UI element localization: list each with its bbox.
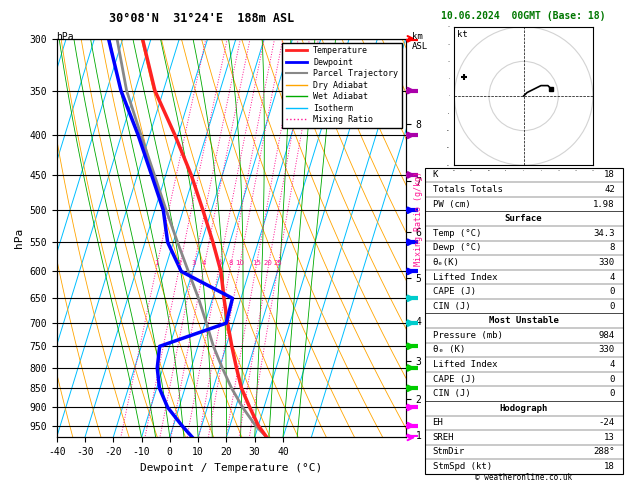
Y-axis label: hPa: hPa bbox=[14, 228, 24, 248]
Text: 0: 0 bbox=[610, 375, 615, 383]
X-axis label: Dewpoint / Temperature (°C): Dewpoint / Temperature (°C) bbox=[140, 463, 322, 473]
Text: Most Unstable: Most Unstable bbox=[489, 316, 559, 325]
Text: 4: 4 bbox=[202, 260, 206, 266]
Text: 18: 18 bbox=[604, 462, 615, 471]
Text: 34.3: 34.3 bbox=[593, 229, 615, 238]
Text: CIN (J): CIN (J) bbox=[433, 389, 470, 398]
Text: SREH: SREH bbox=[433, 433, 454, 442]
Text: CAPE (J): CAPE (J) bbox=[433, 287, 476, 296]
Text: 18: 18 bbox=[604, 171, 615, 179]
Text: Surface: Surface bbox=[505, 214, 542, 223]
Text: Dewp (°C): Dewp (°C) bbox=[433, 243, 481, 252]
Text: θₑ(K): θₑ(K) bbox=[433, 258, 459, 267]
Text: -24: -24 bbox=[599, 418, 615, 427]
Text: 1: 1 bbox=[155, 260, 159, 266]
Legend: Temperature, Dewpoint, Parcel Trajectory, Dry Adiabat, Wet Adiabat, Isotherm, Mi: Temperature, Dewpoint, Parcel Trajectory… bbox=[282, 43, 401, 128]
Text: 0: 0 bbox=[610, 287, 615, 296]
Text: 20: 20 bbox=[264, 260, 273, 266]
Text: 1.98: 1.98 bbox=[593, 200, 615, 208]
Text: 8: 8 bbox=[610, 243, 615, 252]
Text: Temp (°C): Temp (°C) bbox=[433, 229, 481, 238]
Text: 984: 984 bbox=[599, 331, 615, 340]
Text: 42: 42 bbox=[604, 185, 615, 194]
Text: 10: 10 bbox=[235, 260, 244, 266]
Text: 3: 3 bbox=[192, 260, 196, 266]
Text: km
ASL: km ASL bbox=[412, 32, 428, 51]
Text: 330: 330 bbox=[599, 346, 615, 354]
Text: CAPE (J): CAPE (J) bbox=[433, 375, 476, 383]
Text: 6: 6 bbox=[217, 260, 222, 266]
Text: 25: 25 bbox=[274, 260, 282, 266]
Text: 13: 13 bbox=[604, 433, 615, 442]
Text: 4: 4 bbox=[610, 273, 615, 281]
Text: StmDir: StmDir bbox=[433, 448, 465, 456]
Text: StmSpd (kt): StmSpd (kt) bbox=[433, 462, 492, 471]
Text: 2: 2 bbox=[177, 260, 182, 266]
Text: 4: 4 bbox=[610, 360, 615, 369]
Text: hPa: hPa bbox=[57, 32, 74, 42]
Text: © weatheronline.co.uk: © weatheronline.co.uk bbox=[475, 473, 572, 482]
Text: θₑ (K): θₑ (K) bbox=[433, 346, 465, 354]
Text: Pressure (mb): Pressure (mb) bbox=[433, 331, 503, 340]
Text: 288°: 288° bbox=[593, 448, 615, 456]
Text: 0: 0 bbox=[610, 389, 615, 398]
Text: Lifted Index: Lifted Index bbox=[433, 273, 497, 281]
Text: 30°08'N  31°24'E  188m ASL: 30°08'N 31°24'E 188m ASL bbox=[109, 12, 294, 25]
Text: Lifted Index: Lifted Index bbox=[433, 360, 497, 369]
Text: 8: 8 bbox=[228, 260, 233, 266]
Text: Hodograph: Hodograph bbox=[499, 404, 548, 413]
Text: PW (cm): PW (cm) bbox=[433, 200, 470, 208]
Text: CIN (J): CIN (J) bbox=[433, 302, 470, 311]
Text: Mixing Ratio (g/kg): Mixing Ratio (g/kg) bbox=[414, 171, 423, 266]
Text: kt: kt bbox=[457, 30, 468, 38]
Text: 10.06.2024  00GMT (Base: 18): 10.06.2024 00GMT (Base: 18) bbox=[442, 11, 606, 21]
Text: K: K bbox=[433, 171, 438, 179]
Text: Totals Totals: Totals Totals bbox=[433, 185, 503, 194]
Text: 15: 15 bbox=[252, 260, 260, 266]
Text: 330: 330 bbox=[599, 258, 615, 267]
Text: EH: EH bbox=[433, 418, 443, 427]
Text: 0: 0 bbox=[610, 302, 615, 311]
